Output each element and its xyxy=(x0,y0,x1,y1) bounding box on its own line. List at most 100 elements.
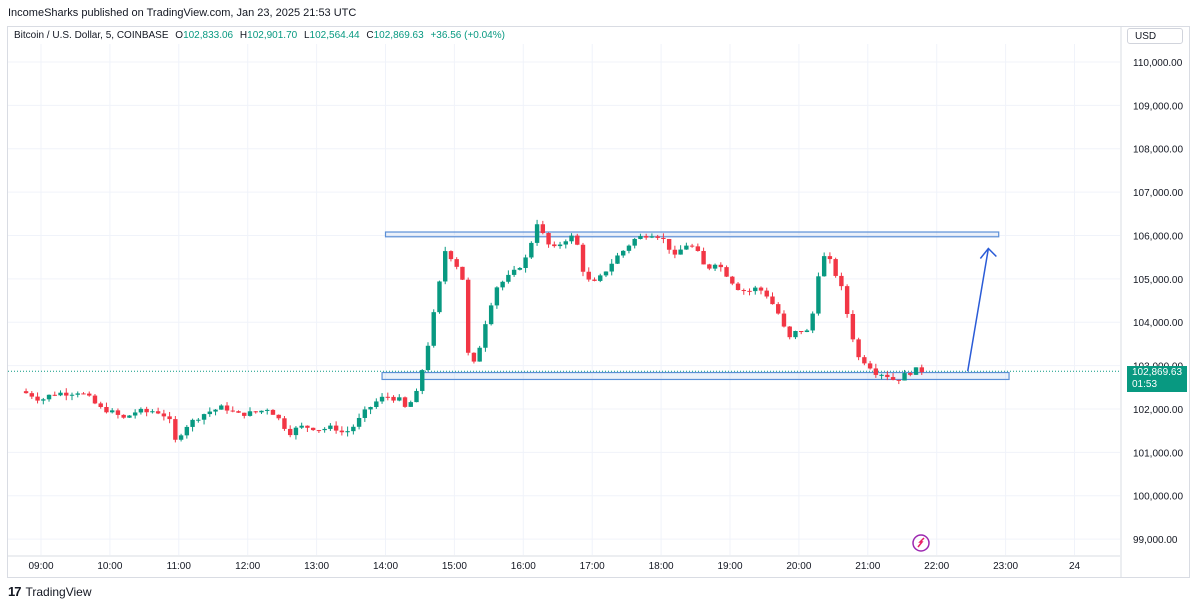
y-tick-label: 106,000.00 xyxy=(1133,231,1183,242)
candle-body xyxy=(385,396,390,398)
candle-body xyxy=(52,394,57,396)
candle-body xyxy=(35,396,40,401)
candle-body xyxy=(333,425,339,431)
candle-body xyxy=(201,414,207,420)
candle-body xyxy=(879,374,884,376)
currency-button[interactable]: USD xyxy=(1127,28,1183,44)
candle-body xyxy=(867,363,873,369)
chart-frame xyxy=(7,26,1190,578)
candle-body xyxy=(758,287,764,291)
candle-body xyxy=(689,245,695,247)
candle-body xyxy=(196,419,201,421)
candle-body xyxy=(695,246,701,251)
y-tick-label: 99,000.00 xyxy=(1133,535,1178,546)
candle-body xyxy=(712,264,718,269)
candle-body xyxy=(655,236,660,238)
candle-body xyxy=(563,241,568,245)
candle-body xyxy=(488,305,494,325)
candle-body xyxy=(207,411,213,415)
candle-body xyxy=(477,347,482,362)
candle-body xyxy=(511,269,517,275)
target-arrow-head xyxy=(979,247,997,259)
candle-body xyxy=(121,414,126,418)
candle-body xyxy=(356,417,362,427)
tradingview-logo[interactable]: 17 TradingView xyxy=(8,584,92,599)
candle-body xyxy=(132,412,138,416)
candle-body xyxy=(839,275,844,287)
candle-body xyxy=(362,409,368,418)
candle-body xyxy=(46,394,52,400)
candle-body xyxy=(908,373,913,375)
x-tick-label: 12:00 xyxy=(235,561,260,572)
candle-body xyxy=(92,395,98,404)
annotation-zones xyxy=(8,231,1120,381)
candle-body xyxy=(402,397,408,407)
y-tick-label: 100,000.00 xyxy=(1133,492,1183,503)
y-tick-label: 109,000.00 xyxy=(1133,101,1183,112)
candle-body xyxy=(23,391,29,394)
candle-body xyxy=(500,281,505,288)
candle-body xyxy=(391,396,396,401)
candle-body xyxy=(816,276,821,314)
candle-body xyxy=(173,419,178,440)
x-tick-label: 18:00 xyxy=(649,561,674,572)
x-tick-label: 16:00 xyxy=(511,561,536,572)
candle-body xyxy=(833,259,838,276)
candle-body xyxy=(184,426,190,436)
candle-body xyxy=(98,403,103,408)
candle-body xyxy=(322,428,327,431)
candle-body xyxy=(787,326,792,338)
candle-body xyxy=(64,392,69,396)
y-tick-label: 107,000.00 xyxy=(1133,188,1183,199)
candle-body xyxy=(316,430,322,432)
candle-body xyxy=(781,313,787,327)
candle-body xyxy=(374,401,379,408)
candle-body xyxy=(862,357,867,364)
candle-body xyxy=(87,393,92,396)
candle-body xyxy=(109,410,115,413)
candle-body xyxy=(230,410,235,412)
candle-body xyxy=(270,409,276,415)
candle-body xyxy=(798,331,804,333)
candle-body xyxy=(580,244,586,272)
resistance-zone xyxy=(384,231,1000,238)
candle-body xyxy=(310,427,316,431)
candle-body xyxy=(414,390,419,403)
candle-body xyxy=(764,290,769,297)
candle-body xyxy=(483,324,488,348)
candle-body xyxy=(919,367,924,373)
candle-body xyxy=(506,274,511,282)
candle-body xyxy=(276,414,281,419)
ohlc-legend: Bitcoin / U.S. Dollar, 5, COINBASE O102,… xyxy=(14,30,505,41)
candle-body xyxy=(856,339,861,358)
candle-body xyxy=(236,411,241,413)
candle-body xyxy=(75,393,80,395)
candle-body xyxy=(144,408,149,413)
candle-body xyxy=(730,276,735,284)
candle-body xyxy=(351,426,356,432)
y-tick-label: 104,000.00 xyxy=(1133,318,1183,329)
candle-body xyxy=(540,224,546,234)
candle-body xyxy=(431,312,436,346)
candle-body xyxy=(287,428,293,436)
candle-body xyxy=(115,410,121,415)
x-tick-label: 17:00 xyxy=(580,561,605,572)
x-tick-label: 09:00 xyxy=(28,561,53,572)
candle-body xyxy=(638,236,643,239)
candle-body xyxy=(586,271,591,280)
candle-body xyxy=(684,245,689,250)
candle-body xyxy=(161,413,167,417)
candle-body xyxy=(379,396,385,402)
candle-body xyxy=(621,250,626,256)
candle-body xyxy=(672,249,678,255)
candle-body xyxy=(517,267,523,270)
candle-body xyxy=(420,370,425,391)
open-label: O xyxy=(175,30,184,41)
x-tick-label: 14:00 xyxy=(373,561,398,572)
candle-body xyxy=(253,411,258,413)
candle-body xyxy=(104,407,109,413)
y-tick-label: 101,000.00 xyxy=(1133,448,1183,459)
candle-body xyxy=(138,408,144,413)
candle-body xyxy=(460,266,465,280)
